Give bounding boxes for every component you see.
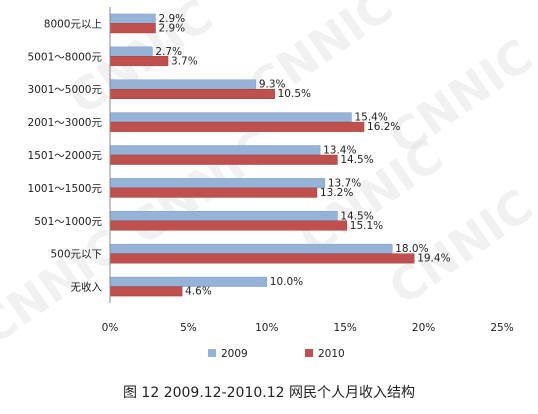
x-tick-label: 0% [102, 322, 119, 334]
bar-data-label: 18.0% [395, 243, 428, 255]
x-tick-label: 10% [255, 322, 278, 334]
bar-data-label: 10.0% [270, 276, 303, 288]
bar-2009 [109, 46, 153, 57]
bar-2010 [109, 253, 415, 264]
bar-2009 [109, 13, 156, 24]
bar-data-label: 2.9% [158, 22, 185, 34]
legend-swatch-2009 [208, 349, 216, 357]
legend-label-2009: 2009 [221, 348, 248, 360]
bar-2010 [109, 154, 338, 165]
bar-2009 [109, 243, 393, 254]
y-category-label: 1501～2000元 [28, 150, 103, 162]
bar-2010 [109, 286, 183, 297]
bar-data-label: 9.3% [259, 79, 286, 91]
bar-data-label: 13.4% [323, 145, 356, 157]
bar-data-label: 16.2% [367, 121, 400, 133]
bar-data-label: 2.9% [158, 13, 185, 25]
figure-caption: 图 12 2009.12-2010.12 网民个人月收入结构 [122, 385, 415, 401]
bar-2009 [109, 79, 257, 90]
bar-data-label: 19.4% [417, 253, 450, 265]
y-category-label: 501～1000元 [34, 216, 102, 228]
x-tick-label: 25% [490, 322, 513, 334]
bar-2010 [109, 220, 348, 231]
legend-label-2010: 2010 [318, 348, 345, 360]
bar-data-label: 13.2% [320, 187, 353, 199]
y-category-label: 8000元以上 [44, 18, 102, 30]
bar-2009 [109, 211, 338, 222]
bar-2010 [109, 23, 156, 34]
legend-swatch-2010 [305, 349, 313, 357]
y-category-label: 无收入 [71, 281, 103, 294]
y-axis-categories: 8000元以上 5001～8000元 3001～5000元 2001～3000元 150… [28, 18, 103, 293]
chart: CNNICCNNICCNNICCNNICCNNICCNNICCNNIC 2.9%… [0, 0, 538, 360]
x-tick-label: 20% [412, 322, 435, 334]
y-category-label: 5001～8000元 [28, 51, 103, 63]
bar-data-label: 13.7% [328, 177, 361, 189]
x-tick-label: 15% [334, 322, 357, 334]
bar-2009 [109, 145, 321, 156]
y-category-label: 3001～5000元 [28, 84, 103, 96]
x-axis: 0% 5% 10% 15% 20% 25% [102, 7, 514, 334]
y-category-label: 500元以下 [50, 249, 102, 261]
bar-2010 [109, 187, 318, 198]
bar-data-label: 14.5% [340, 154, 373, 166]
y-category-label: 2001～3000元 [28, 117, 103, 129]
x-tick-label: 5% [180, 322, 197, 334]
bar-2010 [109, 121, 365, 132]
bar-2009 [109, 178, 326, 189]
bar-data-label: 10.5% [278, 88, 311, 100]
bar-data-label: 14.5% [340, 210, 373, 222]
bar-2010 [109, 88, 275, 99]
bar-data-label: 15.1% [350, 220, 383, 232]
legend: 2009 2010 [208, 348, 345, 360]
bar-data-label: 3.7% [171, 55, 198, 67]
bar-2009 [109, 112, 352, 123]
bar-data-label: 2.7% [155, 46, 182, 58]
bar-data-label: 15.4% [354, 112, 387, 124]
bars-layer: 2.9%2.9% 2.7%3.7% 9.3%10.5% 15.4%16.2% 13.4%… [109, 13, 451, 298]
bar-data-label: 4.6% [185, 286, 212, 298]
bar-2010 [109, 56, 169, 67]
y-category-label: 1001～1500元 [28, 183, 103, 195]
